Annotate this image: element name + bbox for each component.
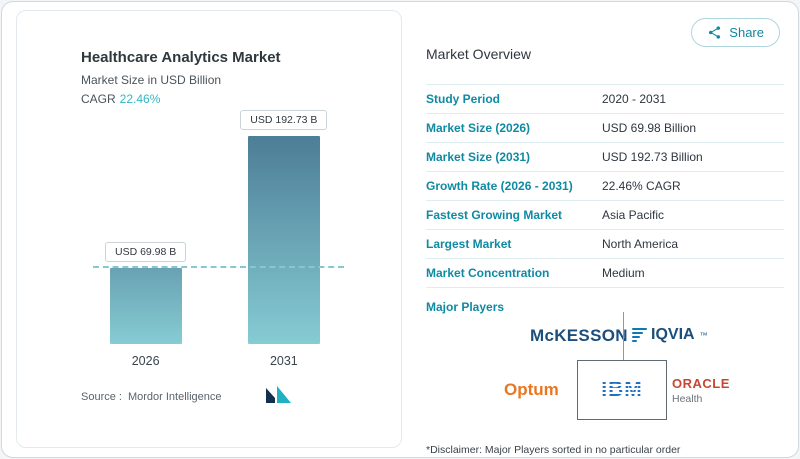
major-players-label: Major Players — [426, 300, 505, 314]
row-value: USD 192.73 Billion — [602, 150, 703, 164]
row-value: North America — [602, 237, 679, 251]
disclaimer-text: *Disclaimer: Major Players sorted in no … — [426, 444, 681, 456]
iqvia-wordmark: IQVIA — [651, 326, 695, 343]
mordor-intelligence-logo — [265, 386, 292, 407]
cagr-label: CAGR — [81, 92, 116, 106]
row-value: Asia Pacific — [602, 208, 665, 222]
bar-group-2026: USD 69.98 B 2026 — [105, 242, 187, 370]
table-row: Market Concentration Medium — [426, 259, 784, 288]
ibm-logo: IBM — [601, 378, 643, 401]
bar-chart: USD 69.98 B 2026 USD 192.73 B 2031 — [81, 110, 381, 370]
row-value: 2020 - 2031 — [602, 92, 667, 106]
oracle-health-logo: ORACLE Health — [672, 376, 730, 405]
row-value: 22.46% CAGR — [602, 179, 681, 193]
source-label: Source : — [81, 390, 122, 403]
row-label: Market Size (2031) — [426, 150, 531, 164]
iqvia-logo: IQVIA ™ — [632, 326, 708, 344]
chart-title: Healthcare Analytics Market — [81, 49, 281, 66]
table-row: Fastest Growing Market Asia Pacific — [426, 201, 784, 230]
overview-table: Study Period 2020 - 2031 Market Size (20… — [426, 84, 784, 288]
source-row: Source : Mordor Intelligence — [81, 386, 381, 407]
bar-value-label: USD 192.73 B — [240, 110, 328, 130]
optum-logo: Optum — [504, 380, 559, 399]
row-label: Market Size (2026) — [426, 121, 531, 135]
oracle-wordmark: ORACLE — [672, 376, 730, 391]
share-icon — [707, 25, 722, 40]
row-value: USD 69.98 Billion — [602, 121, 697, 135]
table-row: Market Size (2026) USD 69.98 Billion — [426, 114, 784, 143]
bar-group-2031: USD 192.73 B 2031 — [240, 110, 328, 370]
source-value: Mordor Intelligence — [127, 390, 222, 403]
table-row: Growth Rate (2026 - 2031) 22.46% CAGR — [426, 172, 784, 201]
row-label: Market Concentration — [426, 266, 550, 280]
chart-card: Healthcare Analytics Market Market Size … — [16, 10, 402, 448]
iqvia-bars-icon — [632, 328, 647, 342]
row-label: Growth Rate (2026 - 2031) — [426, 179, 573, 193]
overview-title: Market Overview — [426, 46, 532, 62]
chart-subtitle: Market Size in USD Billion — [81, 73, 222, 87]
table-row: Market Size (2031) USD 192.73 Billion — [426, 143, 784, 172]
row-label: Study Period — [426, 92, 501, 106]
share-button[interactable]: Share — [691, 18, 780, 47]
ibm-logo-box: IBM — [577, 360, 667, 420]
x-axis-label: 2026 — [131, 354, 160, 368]
bar-2026 — [109, 268, 182, 344]
mckesson-logo: McKESSON — [530, 326, 628, 345]
cagr-value: 22.46% — [119, 92, 161, 106]
share-label: Share — [729, 25, 764, 40]
bar-2031 — [247, 136, 320, 344]
row-label: Fastest Growing Market — [426, 208, 563, 222]
oracle-health-sub: Health — [672, 393, 703, 405]
logo-divider — [623, 312, 624, 360]
trademark-symbol: ™ — [699, 330, 708, 340]
reference-dashed-line — [93, 266, 344, 268]
row-value: Medium — [602, 266, 645, 280]
x-axis-label: 2031 — [269, 354, 298, 368]
table-row: Largest Market North America — [426, 230, 784, 259]
major-players-logos: McKESSON IQVIA ™ Optum IBM ORACLE Health — [426, 312, 784, 428]
market-overview-panel: Market Overview Study Period 2020 - 2031… — [426, 2, 784, 457]
cagr-line: CAGR 22.46% — [81, 92, 381, 106]
table-row: Study Period 2020 - 2031 — [426, 85, 784, 114]
row-label: Largest Market — [426, 237, 512, 251]
bar-value-label: USD 69.98 B — [105, 242, 187, 262]
